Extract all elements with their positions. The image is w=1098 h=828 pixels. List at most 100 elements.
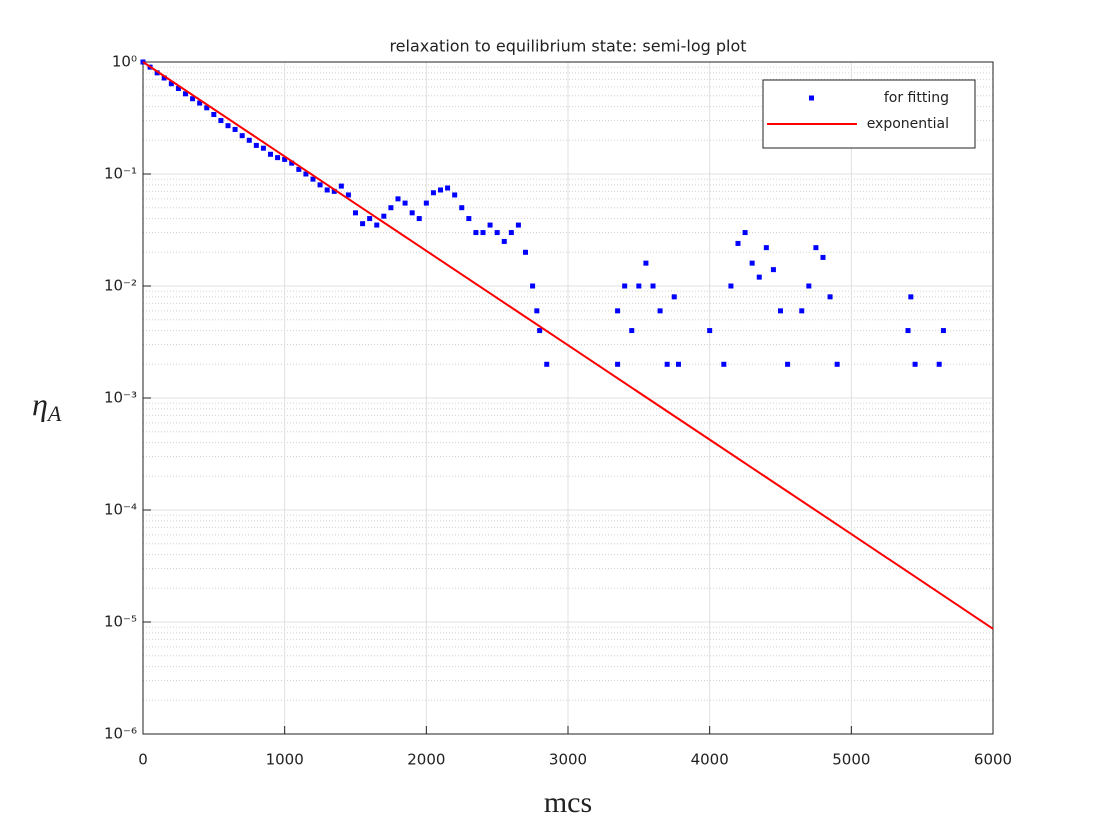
point xyxy=(190,96,196,102)
point xyxy=(416,216,422,222)
point xyxy=(239,133,245,139)
point xyxy=(473,230,479,236)
point xyxy=(799,308,805,314)
point xyxy=(423,200,429,206)
legend-box xyxy=(762,79,976,149)
y-axis-label-subscript: A xyxy=(46,401,62,426)
point xyxy=(636,283,642,289)
point xyxy=(785,361,791,367)
point xyxy=(345,192,351,198)
point xyxy=(770,267,776,273)
x-tick-label: 3000 xyxy=(549,751,587,769)
point xyxy=(508,230,514,236)
plot-frame xyxy=(142,61,994,735)
point xyxy=(452,192,458,198)
point xyxy=(360,221,366,227)
point xyxy=(204,105,210,111)
y-tick-label: 10⁻⁶ xyxy=(104,725,137,743)
point xyxy=(515,222,521,228)
point xyxy=(827,294,833,300)
point xyxy=(260,145,266,151)
point xyxy=(402,200,408,206)
point xyxy=(282,156,288,162)
point xyxy=(707,328,713,334)
legend-marker xyxy=(809,95,814,101)
y-tick-label: 10⁻² xyxy=(104,277,137,295)
point xyxy=(908,294,914,300)
point xyxy=(664,361,670,367)
chart-title: relaxation to equilibrium state: semi-lo… xyxy=(389,37,746,56)
point xyxy=(676,361,681,367)
point xyxy=(232,126,238,132)
y-axis-label: ηA xyxy=(32,386,62,426)
point xyxy=(183,91,188,97)
x-tick-label: 4000 xyxy=(691,751,729,769)
point xyxy=(778,308,783,314)
x-tick-label: 6000 xyxy=(974,751,1012,769)
point xyxy=(466,216,472,222)
x-axis-label: mcs xyxy=(544,786,592,819)
point xyxy=(253,142,259,148)
point xyxy=(494,230,500,236)
point xyxy=(445,185,451,191)
point xyxy=(629,328,635,334)
y-tick-label: 10⁻¹ xyxy=(104,165,137,183)
point xyxy=(728,283,734,289)
point xyxy=(296,166,302,172)
point xyxy=(409,210,415,216)
y-tick-label: 10⁰ xyxy=(112,53,137,71)
x-tick-label: 5000 xyxy=(832,751,870,769)
point xyxy=(338,183,344,189)
point xyxy=(742,230,748,236)
point xyxy=(367,216,373,222)
line xyxy=(142,61,994,630)
point xyxy=(501,238,507,244)
point xyxy=(650,283,656,289)
point xyxy=(168,81,174,87)
x-tick-label: 2000 xyxy=(407,751,445,769)
point xyxy=(459,205,465,211)
point xyxy=(317,182,323,188)
point xyxy=(534,308,540,314)
y-tick-label: 10⁻⁵ xyxy=(104,613,137,631)
point xyxy=(154,70,160,76)
y-axis-label-symbol: η xyxy=(32,386,48,422)
point xyxy=(622,283,628,289)
point xyxy=(523,249,528,255)
y-tick-label: 10⁻³ xyxy=(104,389,137,407)
point xyxy=(905,328,911,334)
point xyxy=(912,361,918,367)
point xyxy=(671,294,677,300)
point xyxy=(756,274,762,280)
point xyxy=(430,190,436,196)
point xyxy=(806,283,812,289)
y-tick-label: 10⁻⁴ xyxy=(104,501,137,519)
point xyxy=(936,361,942,367)
legend-label: for fitting xyxy=(884,90,949,106)
point xyxy=(324,187,330,193)
point xyxy=(374,222,380,228)
point xyxy=(303,171,309,177)
point xyxy=(225,123,231,129)
point xyxy=(246,137,252,143)
point xyxy=(721,361,727,367)
point xyxy=(544,361,550,367)
point xyxy=(820,254,826,260)
point xyxy=(834,361,840,367)
point xyxy=(268,151,273,157)
point xyxy=(615,361,621,367)
point xyxy=(537,328,543,334)
x-tick-label: 0 xyxy=(138,751,148,769)
point xyxy=(218,118,224,124)
point xyxy=(289,160,295,166)
point xyxy=(395,196,401,202)
point xyxy=(310,176,316,182)
point xyxy=(197,100,203,106)
point xyxy=(161,75,167,81)
point xyxy=(763,245,769,251)
point xyxy=(175,85,181,91)
point xyxy=(480,230,486,236)
point xyxy=(211,111,217,117)
x-tick-label: 1000 xyxy=(266,751,304,769)
